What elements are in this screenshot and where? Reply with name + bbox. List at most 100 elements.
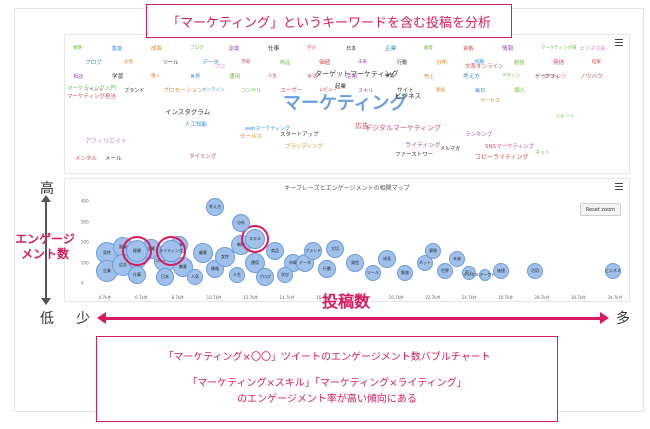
word-cloud-word: 資格 [463,46,474,52]
word-cloud-word: 情報 [502,46,514,52]
bubble[interactable]: 分析 [232,214,250,232]
word-cloud-word: 事業 [385,74,394,79]
word-cloud-word: マーケティング入門 [67,86,117,92]
bubble[interactable]: 学び [277,267,293,283]
word-cloud-word: スタートアップ [280,132,319,138]
word-cloud-word: メール [105,156,122,162]
word-cloud-word: 仕事 [268,46,280,52]
bubble-label: 学び [281,272,289,277]
x-tick-label: 28.7k件 [534,295,550,300]
word-cloud-word: 戦略 [73,46,82,51]
bubble[interactable]: 人生 [229,267,245,283]
word-cloud-word: ブログ [85,60,103,66]
bubble[interactable]: 考え方 [206,198,224,216]
word-cloud-word: 市場 [241,60,250,65]
bubble-label: 行動 [323,266,331,271]
bubble[interactable]: 資格 [425,243,441,259]
few-label: 少 [76,311,90,327]
bubble[interactable]: 日本 [156,268,174,286]
word-cloud-word: SNSマーケティング [485,144,535,150]
word-cloud-menu-icon[interactable] [615,39,623,46]
bubble-label: 勉強 [401,270,409,275]
bubble-label: 人気 [191,274,199,279]
hamburger-menu-icon[interactable] [615,183,623,190]
bubble[interactable]: ブランド [304,242,322,260]
bubble[interactable]: 人気 [187,269,203,285]
bubble[interactable]: 大切 [326,240,344,258]
x-tick-label: 12.7k件 [243,295,259,300]
x-tick-label: 8.7k件 [171,295,185,300]
x-tick-label: 24.7k件 [461,295,477,300]
word-cloud-word: ツイート [555,114,576,120]
word-cloud-word: 活用 [346,74,358,80]
word-cloud-word: 売上 [424,74,435,80]
bubble-label: 運用 [251,260,259,265]
bubble[interactable]: 活用 [527,263,543,279]
word-cloud-word: プロモーション [163,88,203,94]
bubble[interactable]: 女性 [215,247,235,267]
bubble-label: 分析 [237,220,245,225]
bubble-label: 女性 [221,254,229,259]
bubble[interactable]: ネット [417,255,433,271]
word-cloud-word: 人工知能 [185,122,208,128]
word-cloud-word: セールス [240,134,263,140]
bubble[interactable]: ツール [365,265,381,281]
highlight-ring [156,236,186,266]
bubble[interactable]: 顧客 [193,243,213,263]
bubble[interactable]: 商品 [266,242,284,260]
word-cloud-word: 世界 [190,74,201,80]
bubble[interactable]: 勉強 [397,265,413,281]
bubble-label: 商品 [271,248,279,253]
bubble-label: ツール [367,270,379,275]
x-tick-label: 16.7k件 [315,295,332,300]
word-cloud-word: 勉強 [514,60,525,66]
word-cloud-word: マーケティング研 [541,46,577,51]
word-cloud-word: 考え方 [463,74,481,80]
y-tick-label: 100 [81,260,89,265]
header-title-box: 「マーケティング」というキーワードを含む投稿を分析 [146,4,512,38]
word-cloud-word: webマーケティング [245,126,290,132]
bubble[interactable]: 売上 [462,266,476,280]
word-cloud-word: タイミング [189,154,217,160]
x-tick-label: 14.7k件 [279,295,295,300]
bubble[interactable]: 発信 [346,254,364,272]
word-cloud-word: 発信 [553,60,565,66]
word-cloud-word: 企業 [385,46,397,52]
bubble-label: 考え方 [209,204,221,209]
x-tick-label: 18.7k件 [352,295,368,300]
bubble-label: 活用 [531,268,539,273]
highlight-ring [241,225,269,253]
word-cloud-word: 成長 [151,46,163,52]
bubble[interactable]: ブログ [256,268,274,286]
many-label: 多 [616,311,630,327]
word-cloud-word: 運用 [229,74,241,80]
word-cloud-word: ライティング [405,142,441,149]
bubble[interactable]: ビジネス [605,263,621,279]
word-cloud-word: 広告 [355,122,369,130]
word-cloud-word: ブログ [190,46,204,51]
word-cloud-word: 商品 [280,60,291,66]
x-tick-label: 10.7k件 [206,295,222,300]
bubble[interactable]: 価値 [493,263,509,279]
caption-line-3: のエンゲージメント率が高い傾向にある [237,394,417,405]
bubble[interactable]: 未来 [449,251,465,267]
bubble[interactable]: 行動 [318,260,336,278]
word-cloud-word: メルマガ [440,146,461,152]
word-cloud-word: コンサル [241,88,262,94]
word-cloud-word: デジタルマーケティング [365,124,442,132]
bubble-label: ブログ [259,274,271,279]
word-cloud-word: 起業 [335,84,347,90]
highlight-ring [122,236,152,266]
bubble[interactable]: 仕事 [128,266,146,284]
x-tick-label: 26.7k件 [498,295,514,300]
bubble-label: 顧客 [199,250,207,255]
reset-zoom-button[interactable]: Reset zoom [579,203,621,216]
bubble-label: 資格 [429,248,437,253]
bubble[interactable]: 世界 [437,263,453,279]
word-cloud-word: 行動 [397,60,408,66]
bubble[interactable]: 成長 [378,250,396,268]
bubble-label: 市場 [289,260,297,265]
bubble[interactable]: デジタルマーケティング [463,269,507,281]
word-cloud-word: デザイン [502,74,520,79]
bubble-label: 世界 [441,268,449,273]
